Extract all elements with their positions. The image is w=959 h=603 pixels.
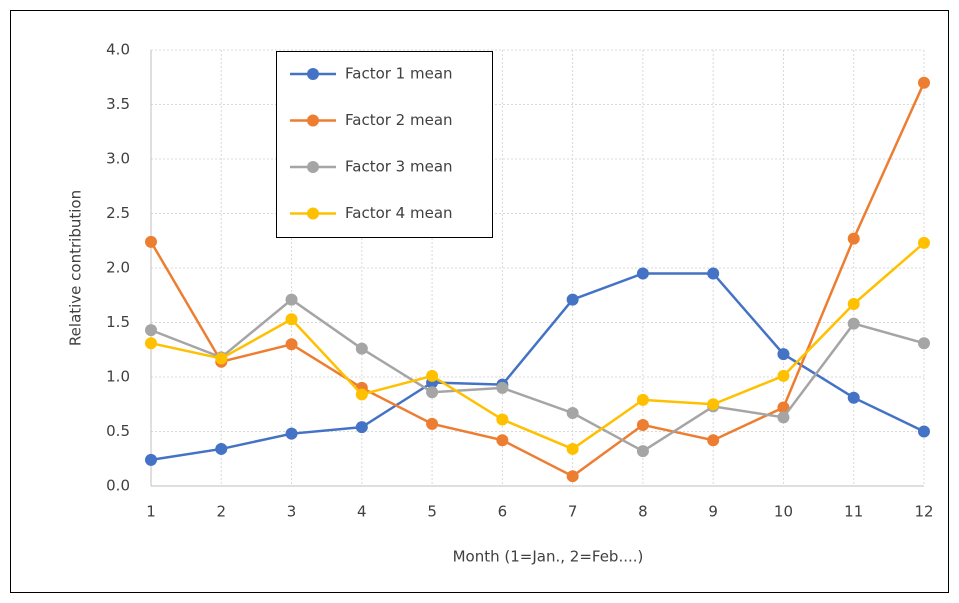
- x-axis-label: Month (1=Jan., 2=Feb....): [453, 548, 644, 566]
- data-point: [847, 232, 860, 245]
- data-point: [496, 413, 509, 426]
- data-point: [566, 442, 579, 455]
- x-tick-label: 7: [568, 503, 578, 521]
- data-point: [918, 337, 930, 350]
- y-tick-label: 1.0: [106, 368, 130, 386]
- legend-marker: [307, 68, 319, 80]
- data-point: [285, 293, 298, 306]
- data-point: [566, 293, 579, 306]
- data-point: [918, 236, 930, 249]
- data-point: [636, 418, 649, 431]
- data-point: [847, 391, 860, 404]
- data-point: [777, 348, 790, 361]
- data-point: [355, 342, 368, 355]
- legend-marker: [307, 114, 319, 127]
- y-tick-label: 0.0: [106, 477, 130, 495]
- data-point: [426, 386, 439, 399]
- legend-box: [276, 51, 493, 238]
- data-point: [355, 388, 368, 401]
- x-tick-label: 8: [638, 503, 648, 521]
- legend-label: Factor 1 mean: [345, 65, 453, 83]
- data-point: [636, 393, 649, 406]
- y-tick-label: 2.5: [106, 204, 130, 222]
- data-point: [145, 324, 157, 337]
- data-point: [847, 317, 860, 330]
- y-tick-label: 4.0: [106, 41, 130, 59]
- data-point: [636, 267, 649, 280]
- x-tick-label: 3: [287, 503, 297, 521]
- data-point: [215, 352, 228, 365]
- data-point: [636, 445, 649, 458]
- legend-label: Factor 4 mean: [345, 204, 453, 222]
- x-tick-label: 6: [498, 503, 508, 521]
- data-point: [918, 425, 930, 438]
- data-point: [566, 406, 579, 419]
- data-point: [847, 297, 860, 310]
- legend-marker: [307, 207, 319, 220]
- x-tick-label: 11: [844, 503, 863, 521]
- data-point: [215, 442, 228, 455]
- legend-marker: [307, 161, 319, 173]
- y-axis-label: Relative contribution: [67, 190, 85, 346]
- y-tick-label: 2.0: [106, 259, 130, 277]
- data-point: [496, 381, 509, 394]
- y-tick-label: 3.0: [106, 150, 130, 168]
- y-tick-label: 3.5: [106, 95, 130, 113]
- y-tick-label: 0.5: [106, 422, 130, 440]
- data-point: [707, 267, 720, 280]
- series-line: [150, 298, 925, 453]
- data-point: [285, 427, 298, 440]
- x-tick-label: 9: [708, 503, 718, 521]
- legend-label: Factor 2 mean: [345, 111, 453, 129]
- data-point: [145, 235, 157, 248]
- data-point: [426, 369, 439, 382]
- data-point: [355, 421, 368, 434]
- data-point: [566, 470, 579, 483]
- data-point: [777, 401, 790, 414]
- data-point: [707, 434, 720, 447]
- data-point: [496, 434, 509, 447]
- data-point: [777, 411, 790, 424]
- series-line: [150, 272, 925, 462]
- series-line: [150, 241, 925, 451]
- data-point: [285, 313, 298, 326]
- data-point: [145, 337, 157, 350]
- data-point: [426, 417, 439, 430]
- x-tick-label: 5: [427, 503, 437, 521]
- data-point: [707, 398, 720, 411]
- x-tick-label: 12: [914, 503, 933, 521]
- y-tick-label: 1.5: [106, 313, 130, 331]
- x-tick-label: 10: [774, 503, 793, 521]
- legend: Factor 1 mean Factor 2 mean Factor 3 mean F…: [276, 51, 493, 238]
- data-point: [777, 369, 790, 382]
- x-tick-label: 1: [146, 503, 156, 521]
- data-point: [918, 76, 930, 89]
- series-line: [149, 82, 926, 478]
- x-tick-label: 4: [357, 503, 367, 521]
- data-point: [145, 453, 157, 466]
- data-point: [285, 338, 298, 351]
- x-tick-label: 2: [216, 503, 226, 521]
- legend-label: Factor 3 mean: [345, 158, 453, 176]
